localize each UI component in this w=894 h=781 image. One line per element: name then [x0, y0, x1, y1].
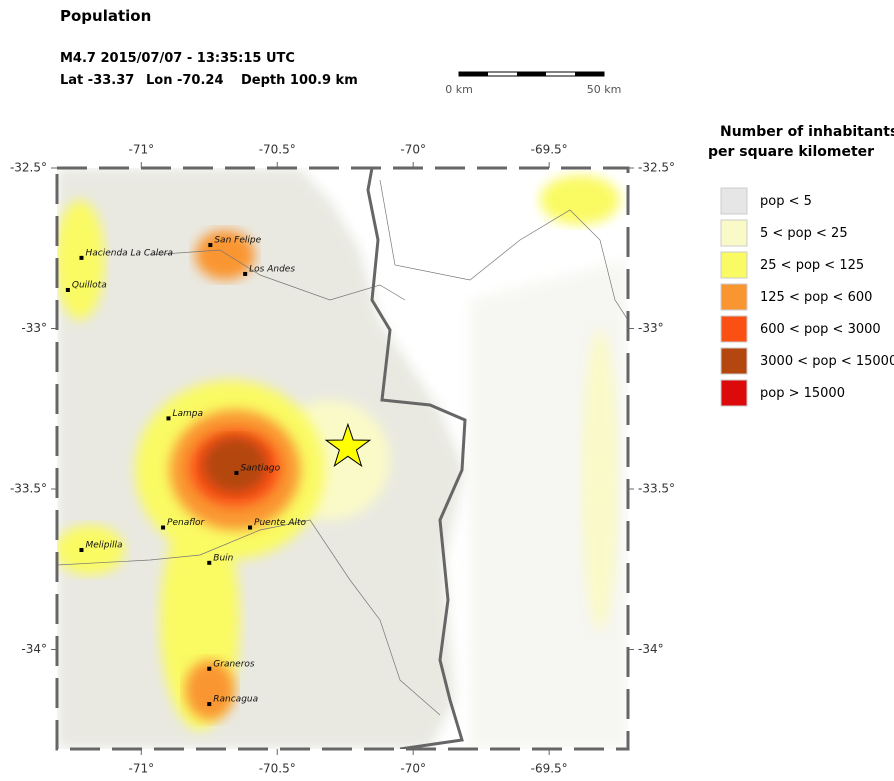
- y-tick-label: -33°: [638, 321, 664, 335]
- title: Population: [60, 7, 151, 25]
- map-frame: [55, 166, 630, 751]
- city-marker: [161, 525, 166, 530]
- y-tick-label: -33.5°: [638, 481, 675, 495]
- city-marker: [208, 243, 213, 248]
- legend-label: 125 < pop < 600: [760, 290, 872, 305]
- city-label: Los Andes: [249, 264, 295, 274]
- x-tick-label: -70.5°: [259, 762, 296, 776]
- population-raster: [57, 168, 628, 749]
- legend-swatch: [720, 187, 748, 215]
- city-label: Buin: [213, 553, 233, 563]
- legend-swatch: [720, 347, 748, 375]
- legend-label: 3000 < pop < 15000: [760, 354, 894, 369]
- legend-title: Number of inhabitants: [720, 124, 894, 140]
- y-tick-label: -33°: [21, 321, 47, 335]
- legend-label: pop < 5: [760, 194, 812, 209]
- x-tick-label: -70°: [400, 143, 426, 157]
- legend-title: per square kilometer: [708, 144, 874, 160]
- scale-start: 0 km: [445, 83, 473, 96]
- legend-label: 600 < pop < 3000: [760, 322, 881, 337]
- city-label: Puente Alto: [254, 518, 306, 528]
- lon: Lon -70.24: [146, 73, 224, 88]
- city-label: Lampa: [172, 409, 203, 419]
- depth: Depth 100.9 km: [241, 73, 358, 88]
- legend-swatch: [720, 283, 748, 311]
- city-label: Quillota: [72, 280, 107, 290]
- y-tick-label: -34°: [638, 642, 664, 656]
- y-tick-label: -32.5°: [10, 161, 47, 175]
- legend-label: 5 < pop < 25: [760, 226, 848, 241]
- scale-bar: 0 km 50 km: [445, 71, 622, 96]
- city-marker: [207, 560, 212, 565]
- city-marker: [243, 271, 248, 276]
- x-tick-label: -71°: [128, 762, 154, 776]
- y-tick-label: -34°: [21, 642, 47, 656]
- city-marker: [65, 287, 70, 292]
- x-tick-label: -70.5°: [259, 143, 296, 157]
- lat: Lat -33.37: [60, 73, 134, 88]
- city-label: San Felipe: [214, 236, 261, 246]
- x-tick-label: -69.5°: [531, 762, 568, 776]
- y-tick-label: -32.5°: [638, 161, 675, 175]
- city-label: Rancagua: [213, 695, 258, 705]
- city-label: Santiago: [240, 463, 280, 473]
- city-marker: [234, 470, 239, 475]
- legend-swatch: [720, 251, 748, 279]
- city-label: Penaflor: [167, 518, 206, 528]
- city-label: Graneros: [213, 659, 255, 669]
- scale-end: 50 km: [587, 83, 622, 96]
- x-tick-label: -69.5°: [531, 143, 568, 157]
- legend-swatch: [720, 315, 748, 343]
- event: M4.7 2015/07/07 - 13:35:15 UTC: [60, 51, 295, 66]
- city-marker: [248, 525, 253, 530]
- x-tick-label: -70°: [400, 762, 426, 776]
- city-label: Melipilla: [85, 540, 122, 550]
- city-marker: [207, 666, 212, 671]
- city-label: Hacienda La Calera: [85, 248, 173, 258]
- city-marker: [166, 416, 171, 421]
- x-tick-label: -71°: [128, 143, 154, 157]
- epicenter: [324, 422, 372, 468]
- city-marker: [79, 547, 84, 552]
- legend-label: pop > 15000: [760, 386, 845, 401]
- legend-swatch: [720, 379, 748, 407]
- legend-label: 25 < pop < 125: [760, 258, 864, 273]
- y-tick-label: -33.5°: [10, 481, 47, 495]
- city-marker: [207, 702, 212, 707]
- city-marker: [79, 255, 84, 260]
- legend-swatch: [720, 219, 748, 247]
